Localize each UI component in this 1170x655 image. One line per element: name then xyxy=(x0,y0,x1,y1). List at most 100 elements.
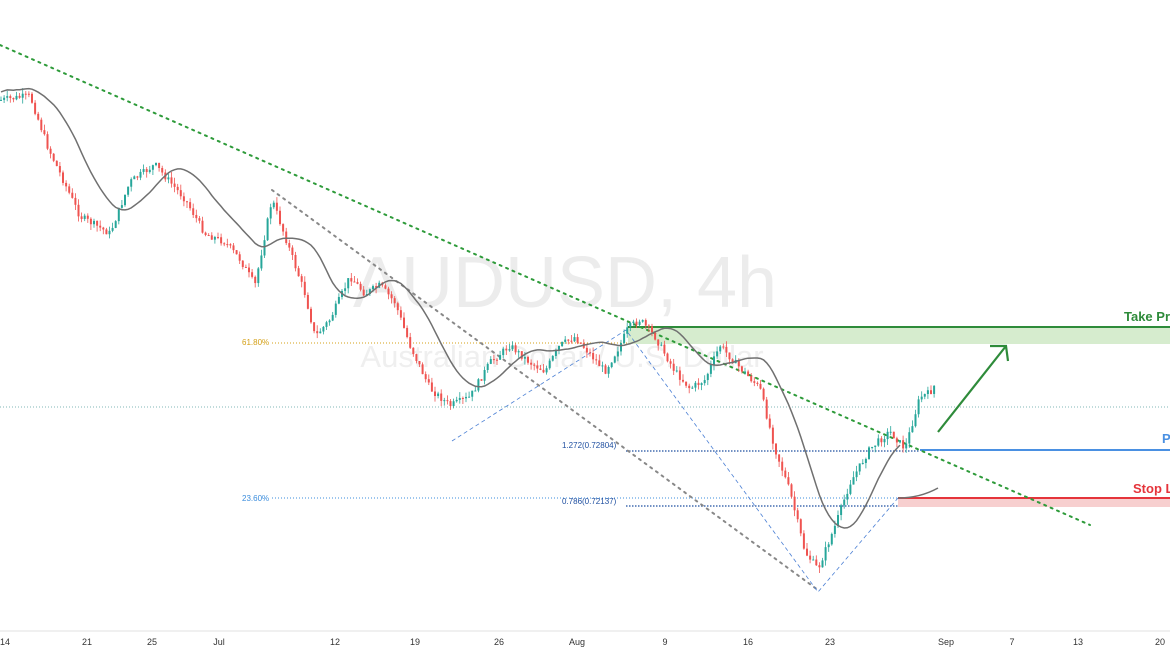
candle-body xyxy=(908,432,911,444)
candle-body xyxy=(375,286,378,288)
x-tick-label: Aug xyxy=(569,637,585,647)
candle-body xyxy=(254,276,257,284)
candle-body xyxy=(502,348,505,356)
candle-body xyxy=(120,205,123,208)
candle-body xyxy=(15,95,18,100)
candle-body xyxy=(713,356,715,365)
candle-body xyxy=(573,337,576,342)
candle-body xyxy=(750,376,753,382)
candle-body xyxy=(282,224,285,232)
candle-body xyxy=(167,177,170,180)
candle-body xyxy=(616,351,619,357)
candle-body xyxy=(71,192,74,198)
candle-body xyxy=(886,431,889,440)
candle-body xyxy=(151,165,154,170)
candle-body xyxy=(465,396,467,399)
candle-body xyxy=(452,401,455,407)
candle-body xyxy=(105,229,108,235)
x-tick-label: 19 xyxy=(410,637,420,647)
candle-body xyxy=(0,99,2,101)
candle-body xyxy=(396,303,399,311)
candle-body xyxy=(148,169,151,173)
candle-body xyxy=(852,477,855,485)
candle-body xyxy=(424,374,427,380)
candle-body xyxy=(530,362,533,365)
candle-body xyxy=(793,496,796,511)
candle-body xyxy=(489,359,492,364)
candle-body xyxy=(666,353,669,362)
candle-body xyxy=(864,458,867,463)
candle-body xyxy=(145,169,148,173)
candle-body xyxy=(198,218,201,221)
candle-body xyxy=(657,339,660,346)
candle-body xyxy=(821,560,824,568)
candle-body xyxy=(406,327,409,338)
candle-body xyxy=(778,454,781,462)
candle-body xyxy=(353,281,356,283)
candle-body xyxy=(796,510,799,520)
candle-body xyxy=(737,359,740,367)
candle-body xyxy=(635,321,638,325)
candle-body xyxy=(269,207,272,219)
candle-body xyxy=(663,344,666,354)
candle-body xyxy=(558,346,560,351)
candle-body xyxy=(926,390,929,395)
candle-body xyxy=(840,505,843,516)
candle-body xyxy=(241,260,244,267)
candle-body xyxy=(58,166,61,173)
x-tick-label: Sep xyxy=(938,637,954,647)
candle-body xyxy=(409,337,412,348)
candle-body xyxy=(830,533,833,545)
candle-body xyxy=(691,387,694,389)
candle-body xyxy=(455,399,458,402)
candle-body xyxy=(68,186,71,193)
stop-loss-label: Stop Loss xyxy=(1133,481,1170,496)
candle-body xyxy=(437,393,440,397)
candle-body xyxy=(589,352,591,354)
candlestick-series xyxy=(0,88,936,574)
candle-body xyxy=(697,382,700,386)
candle-body xyxy=(880,438,883,443)
candle-body xyxy=(421,364,424,375)
candle-body xyxy=(248,267,250,273)
candle-body xyxy=(771,427,774,444)
candle-body xyxy=(316,331,319,334)
candle-body xyxy=(328,320,331,323)
candle-body xyxy=(403,317,405,328)
candle-body xyxy=(111,227,114,231)
ma-projection-arc xyxy=(897,487,939,499)
candle-body xyxy=(892,431,895,439)
candle-body xyxy=(176,186,179,191)
candle-body xyxy=(561,341,564,347)
candle-body xyxy=(505,348,508,351)
candle-body xyxy=(902,440,905,449)
candle-body xyxy=(368,289,371,295)
candle-body xyxy=(279,210,281,225)
candle-body xyxy=(55,160,58,167)
candle-body xyxy=(585,347,588,353)
candle-body xyxy=(626,327,629,334)
x-tick-label: 20 xyxy=(1155,637,1165,647)
candle-body xyxy=(46,134,49,149)
candle-body xyxy=(753,381,756,383)
candle-body xyxy=(399,310,402,318)
candle-body xyxy=(775,443,777,455)
candle-body xyxy=(685,381,688,386)
candle-body xyxy=(629,323,632,328)
descending-trendline xyxy=(0,44,1091,526)
candle-body xyxy=(849,484,852,494)
candle-body xyxy=(384,285,387,289)
candle-body xyxy=(393,298,396,304)
candle-body xyxy=(895,438,898,443)
candle-body xyxy=(514,345,517,353)
candle-body xyxy=(362,289,365,296)
x-tick-label: Jul xyxy=(213,637,225,647)
candle-body xyxy=(235,250,238,255)
candle-body xyxy=(40,119,43,131)
candle-body xyxy=(539,368,542,370)
candle-body xyxy=(477,379,480,391)
candle-body xyxy=(930,390,932,394)
candle-body xyxy=(139,171,142,178)
